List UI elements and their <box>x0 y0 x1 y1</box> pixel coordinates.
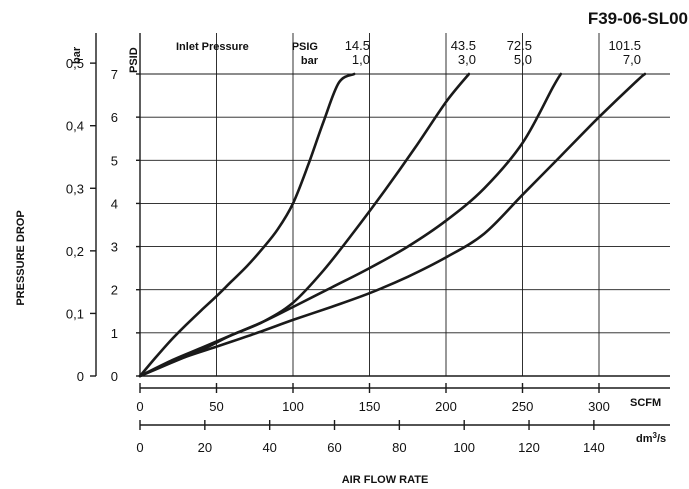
legend-bar-value: 1,0 <box>352 52 370 67</box>
x-secondary-unit: dm3/s <box>636 431 666 446</box>
curve-14.5-psig <box>138 72 356 378</box>
curves <box>138 72 647 378</box>
x-secondary-tick-label: 120 <box>518 440 540 455</box>
y-secondary-unit: bar <box>71 46 83 64</box>
y-secondary-tick-label: 0,4 <box>66 119 84 134</box>
legend-bar-value: 5,0 <box>514 52 532 67</box>
chart-title: F39-06-SL00 <box>588 9 688 28</box>
x-primary-tick-label: 250 <box>512 399 534 414</box>
legend-bar-value: 7,0 <box>623 52 641 67</box>
x-axis-title: AIR FLOW RATE <box>342 474 429 486</box>
y-secondary-tick-label: 0,5 <box>66 56 84 71</box>
y-primary-tick-label: 2 <box>111 283 118 298</box>
legend-bar-value: 3,0 <box>458 52 476 67</box>
legend-psig-value: 14.5 <box>345 38 370 53</box>
y-primary-tick-label: 5 <box>111 153 118 168</box>
x-secondary-tick-label: 100 <box>453 440 475 455</box>
x-primary-tick-label: 200 <box>435 399 457 414</box>
y-axis-title: PRESSURE DROP <box>15 210 27 305</box>
x-primary-tick-label: 300 <box>588 399 610 414</box>
x-secondary-tick-label: 40 <box>262 440 276 455</box>
legend-psig-value: 72.5 <box>507 38 532 53</box>
x-primary-tick-label: 150 <box>359 399 381 414</box>
y-secondary-tick-label: 0,1 <box>66 306 84 321</box>
legend-bar-unit: bar <box>301 55 319 67</box>
y-primary-tick-label: 3 <box>111 240 118 255</box>
x-secondary-tick-label: 20 <box>198 440 212 455</box>
legend-psig-value: 101.5 <box>608 38 641 53</box>
grid <box>140 33 670 376</box>
curve-101.5-psig <box>138 72 647 378</box>
y-primary-tick-label: 6 <box>111 110 118 125</box>
x-secondary-tick-label: 0 <box>136 440 143 455</box>
x-primary-tick-label: 50 <box>209 399 223 414</box>
y-primary-tick-label: 4 <box>111 196 118 211</box>
x-primary-unit: SCFM <box>630 397 661 409</box>
x-axes: 0 50 100 150 200 250 300 0 20 40 60 80 100 120 140 <box>136 383 670 455</box>
curve-43.5-psig <box>138 72 471 378</box>
y-axes: 0 1 2 3 4 5 6 7 0 0,1 0,2 0,3 0,4 0,5 <box>66 33 670 384</box>
legend-inlet-pressure-label: Inlet Pressure <box>176 41 249 53</box>
y-secondary-tick-label: 0,3 <box>66 181 84 196</box>
x-secondary-tick-label: 140 <box>583 440 605 455</box>
x-secondary-tick-label: 60 <box>327 440 341 455</box>
x-secondary-tick-label: 80 <box>392 440 406 455</box>
y-primary-unit: PSID <box>128 47 140 73</box>
y-primary-tick-label: 0 <box>111 369 118 384</box>
x-primary-tick-label: 0 <box>136 399 143 414</box>
y-primary-tick-label: 1 <box>111 326 118 341</box>
x-primary-tick-label: 100 <box>282 399 304 414</box>
y-primary-tick-label: 7 <box>111 67 118 82</box>
legend-psig-unit: PSIG <box>292 41 318 53</box>
y-secondary-tick-label: 0 <box>77 369 84 384</box>
y-secondary-tick-label: 0,2 <box>66 244 84 259</box>
curve-72.5-psig <box>138 72 563 378</box>
legend-psig-value: 43.5 <box>451 38 476 53</box>
legend-values: 14.51,0 43.53,0 72.55,0 101.57,0 <box>345 38 641 67</box>
